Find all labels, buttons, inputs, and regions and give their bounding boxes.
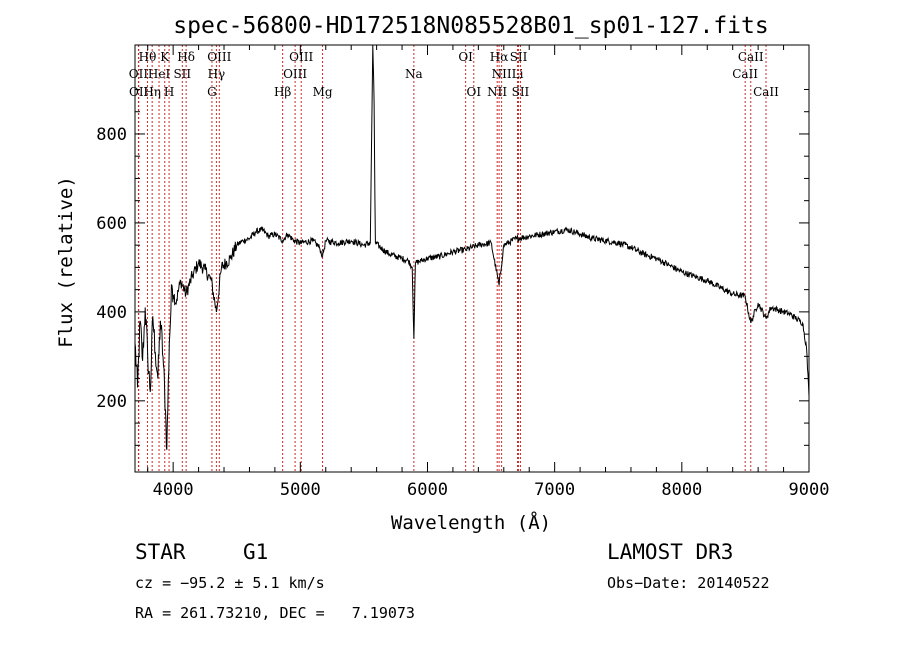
spectral-line-label: OI bbox=[466, 85, 481, 99]
spectral-line-label: OII bbox=[129, 85, 149, 99]
spectral-line-label: SII bbox=[173, 67, 191, 81]
spectral-line-label: OI bbox=[458, 50, 473, 64]
x-axis-label: Wavelength (Å) bbox=[391, 511, 551, 534]
spectral-line-label: Na bbox=[405, 67, 423, 81]
x-tick-label: 6000 bbox=[407, 480, 448, 500]
spectral-line-label: NII bbox=[487, 85, 507, 99]
spectral-line-label: CaII bbox=[753, 85, 779, 99]
spectral-line-label: G bbox=[207, 85, 217, 99]
survey-name: LAMOST DR3 bbox=[607, 540, 734, 564]
spectral-line-label: CaII bbox=[732, 67, 758, 81]
axis-tick-labels: 4000 5000 6000 7000 8000 9000 200 400 600 800 bbox=[96, 125, 829, 500]
x-tick-label: 9000 bbox=[789, 480, 830, 500]
plot-frame bbox=[134, 44, 810, 473]
line-labels: Hθ OII OII K HeI Hη SII H Hδ OIII Hγ G OIII OIII Hβ Mg N… bbox=[129, 50, 779, 99]
spectral-line-label: Mg bbox=[313, 85, 333, 99]
spectrum-curve bbox=[134, 44, 810, 450]
spectral-line-label: OIII bbox=[207, 50, 231, 64]
spectral-line-label: Hγ bbox=[208, 67, 226, 81]
spectral-line-label: OIII bbox=[289, 50, 313, 64]
y-tick-label: 200 bbox=[96, 392, 127, 412]
axis-ticks bbox=[135, 45, 810, 472]
spectral-line-label: Hδ bbox=[177, 50, 195, 64]
observation-date: Obs−Date: 20140522 bbox=[607, 574, 770, 592]
x-tick-label: 4000 bbox=[153, 480, 194, 500]
y-tick-label: 800 bbox=[96, 125, 127, 145]
spectral-line-label: H bbox=[164, 85, 174, 99]
spectral-line-label: OIII bbox=[283, 67, 307, 81]
spectral-line-label: Hθ bbox=[139, 50, 157, 64]
spectral-line-label: Hα bbox=[490, 50, 509, 64]
y-tick-label: 400 bbox=[96, 303, 127, 323]
line-markers bbox=[137, 45, 767, 472]
spectral-line-label: OII bbox=[129, 67, 149, 81]
object-subclass: G1 bbox=[243, 540, 269, 564]
y-axis-label: Flux (relative) bbox=[55, 176, 77, 348]
coordinates: RA = 261.73210, DEC = 7.19073 bbox=[135, 604, 415, 622]
x-tick-label: 7000 bbox=[534, 480, 575, 500]
spectral-line-label: SII bbox=[510, 50, 528, 64]
spectral-line-label: Li bbox=[512, 67, 524, 81]
redshift-value: cz = −95.2 ± 5.1 km/s bbox=[135, 574, 325, 592]
spectral-line-label: CaII bbox=[738, 50, 764, 64]
spectral-line-label: Hη bbox=[143, 85, 161, 99]
x-tick-label: 5000 bbox=[280, 480, 321, 500]
chart-title: spec-56800-HD172518N085528B01_sp01-127.f… bbox=[173, 13, 768, 39]
object-class: STAR bbox=[135, 540, 186, 564]
spectral-line-label: SII bbox=[512, 85, 530, 99]
spectral-line-label: HeI bbox=[148, 67, 171, 81]
spectral-line-label: K bbox=[160, 50, 170, 64]
spectral-line-label: NII bbox=[492, 67, 512, 81]
y-tick-label: 600 bbox=[96, 214, 127, 234]
spectral-line-label: Hβ bbox=[274, 85, 291, 99]
x-tick-label: 8000 bbox=[661, 480, 702, 500]
